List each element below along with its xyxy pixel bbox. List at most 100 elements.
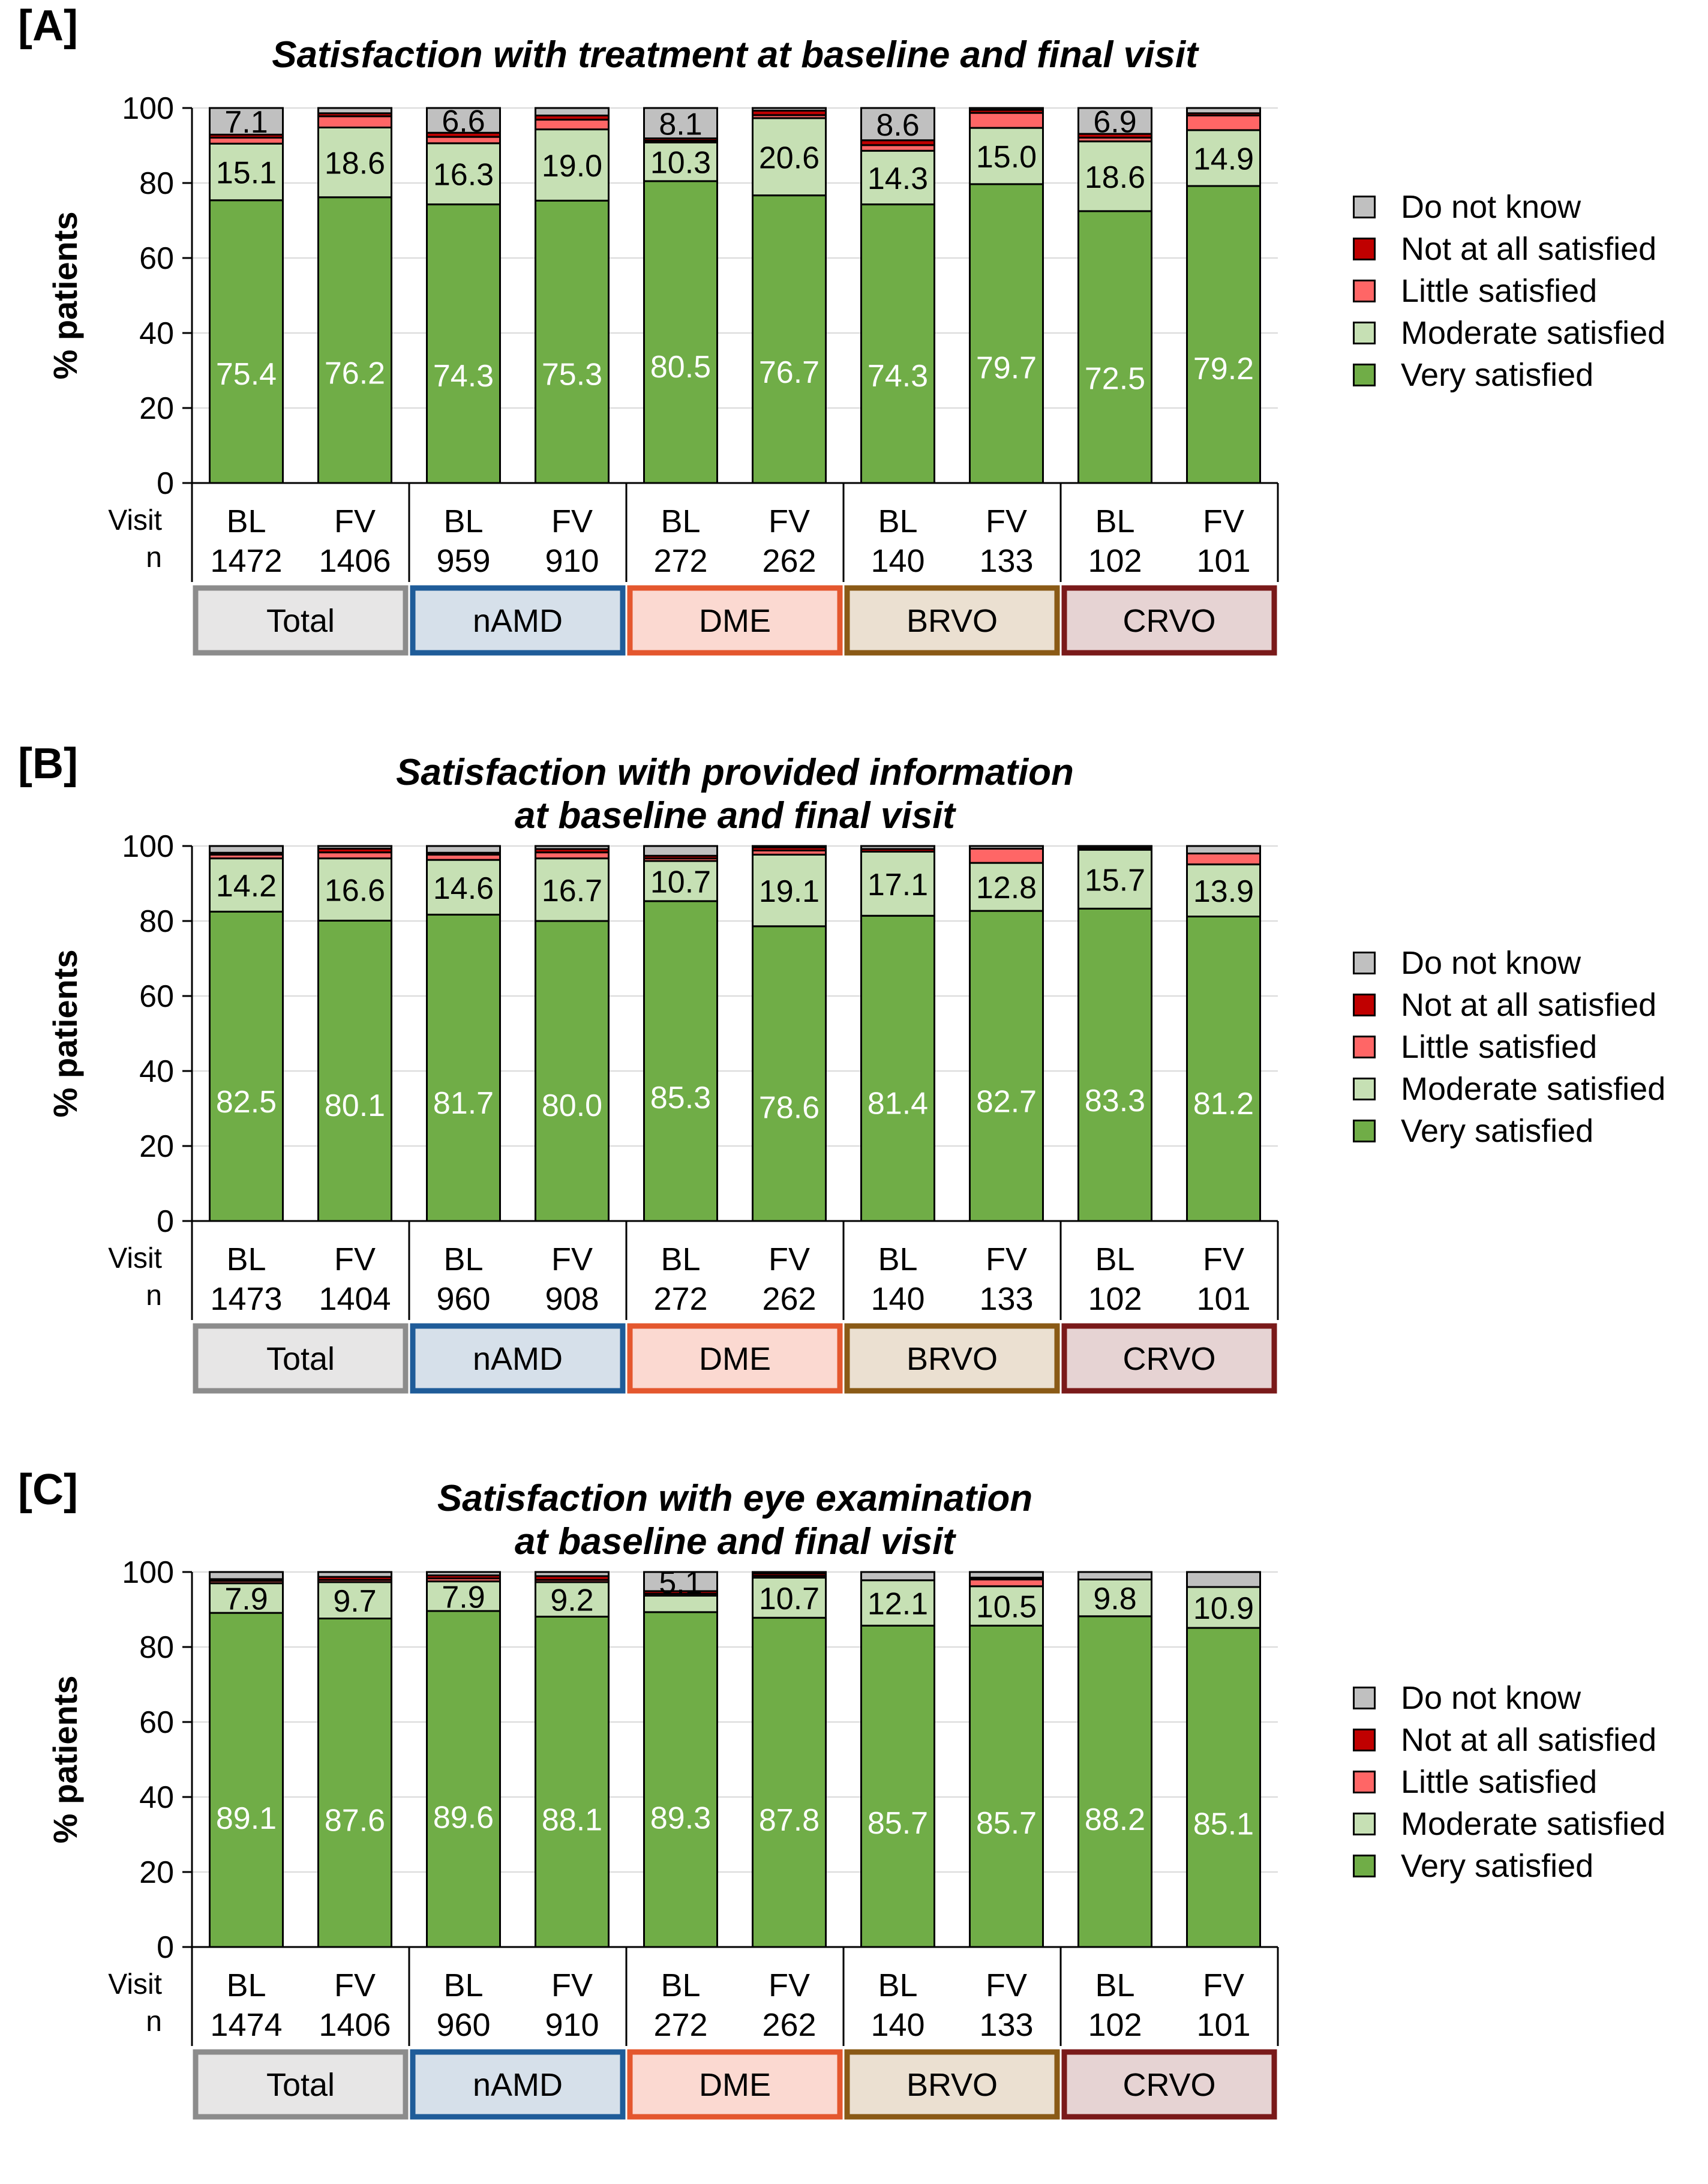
data-label: 10.7: [650, 865, 711, 899]
data-label: 10.7: [759, 1582, 820, 1616]
data-label: 75.4: [216, 357, 277, 392]
legend-item-do-not-know: Do not know: [1353, 186, 1665, 228]
bar-segment: [317, 857, 392, 922]
data-label: 81.4: [867, 1087, 928, 1121]
legend-item-little-satisfied: Little satisfied: [1353, 1026, 1665, 1068]
legend-swatch: [1353, 952, 1376, 974]
group-box: [410, 1323, 626, 1394]
group-box: [844, 1323, 1060, 1394]
n-label: 960: [436, 1281, 490, 1317]
n-label: 1474: [210, 2007, 282, 2043]
bar-segment: [1077, 140, 1152, 212]
data-label: 82.5: [216, 1085, 277, 1120]
data-label: 89.6: [433, 1801, 494, 1835]
bar-segment: [643, 107, 718, 140]
legend-swatch: [1353, 1078, 1376, 1100]
n-label: 1404: [319, 1281, 391, 1317]
legend: Do not know Not at all satisfied Little …: [1353, 186, 1665, 396]
legend-label: Do not know: [1401, 945, 1581, 981]
panel-label: [C]: [18, 1466, 78, 1514]
data-label: 80.1: [325, 1088, 385, 1123]
bar-segment: [1186, 129, 1261, 187]
bar-segment: [860, 1571, 935, 1582]
group-box: [844, 585, 1060, 656]
data-label: 17.1: [867, 868, 928, 902]
n-label: 133: [979, 543, 1033, 579]
visit-label: BL: [1095, 503, 1134, 539]
group-box: [1061, 585, 1277, 656]
n-row-label: n: [146, 2006, 162, 2038]
bar-segment: [535, 1571, 610, 1577]
legend: Do not know Not at all satisfied Little …: [1353, 942, 1665, 1152]
visit-label: BL: [226, 1967, 266, 2003]
legend-label: Moderate satisfied: [1401, 315, 1666, 351]
n-label: 262: [762, 2007, 816, 2043]
y-tick-label: 0: [157, 1930, 174, 1965]
bar-segment: [969, 1571, 1044, 1579]
data-label: 85.3: [650, 1081, 711, 1115]
y-tick-label: 100: [122, 829, 174, 864]
visit-label: FV: [986, 1241, 1027, 1277]
visit-label: BL: [661, 1967, 700, 2003]
data-label: 19.0: [542, 149, 602, 184]
bar-segment: [752, 1571, 827, 1574]
legend-item-very-satisfied: Very satisfied: [1353, 1110, 1665, 1152]
chart-title: Satisfaction with treatment at baseline …: [272, 34, 1199, 76]
group-label: CRVO: [1122, 1341, 1215, 1377]
bar-segment: [860, 845, 935, 850]
data-label: 88.1: [542, 1802, 602, 1837]
bar-segment: [535, 845, 610, 850]
visit-label: BL: [1095, 1967, 1134, 2003]
y-tick-label: 0: [157, 466, 174, 501]
bar-segment: [209, 910, 284, 1222]
legend-label: Not at all satisfied: [1401, 1722, 1657, 1758]
data-label: 76.7: [759, 355, 820, 390]
data-label: 79.2: [1193, 352, 1254, 386]
legend-item-little-satisfied: Little satisfied: [1353, 270, 1665, 312]
bar-segment: [317, 1581, 392, 1619]
bar-segment: [317, 115, 392, 128]
data-label: 75.3: [542, 357, 602, 392]
bar-segment: [643, 1571, 718, 1592]
panel-c: [C] Satisfaction with eye examination at …: [0, 1464, 1708, 2184]
n-label: 140: [870, 2007, 924, 2043]
visit-label: FV: [1203, 1241, 1244, 1277]
bar-segment: [209, 199, 284, 484]
bar-segment: [643, 1611, 718, 1948]
group-label: nAMD: [473, 603, 563, 639]
bar-segment: [1077, 848, 1152, 910]
bar-segment: [752, 1616, 827, 1948]
bar-segment: [969, 845, 1044, 850]
bar-segment: [426, 845, 501, 854]
y-tick-label: 80: [139, 166, 174, 201]
visit-label: BL: [1095, 1241, 1134, 1277]
visit-label: FV: [769, 503, 810, 539]
bar-segment: [535, 118, 610, 131]
legend-label: Not at all satisfied: [1401, 231, 1657, 267]
bar-segment: [1186, 1627, 1261, 1948]
legend-swatch: [1353, 196, 1376, 218]
y-tick-label: 100: [122, 1555, 174, 1590]
bar-segment: [317, 1571, 392, 1578]
legend-label: Moderate satisfied: [1401, 1806, 1666, 1842]
n-label: 101: [1196, 1281, 1250, 1317]
group-box: [193, 1323, 409, 1394]
y-tick-label: 40: [139, 1780, 174, 1815]
bar-segment: [535, 107, 610, 116]
bar-segment: [317, 196, 392, 484]
data-label: 6.6: [442, 104, 485, 139]
legend-swatch: [1353, 1036, 1376, 1058]
visit-label: FV: [986, 1967, 1027, 2003]
chart-title: Satisfaction with eye examination: [437, 1478, 1032, 1519]
legend-item-very-satisfied: Very satisfied: [1353, 354, 1665, 396]
visit-label: BL: [443, 503, 483, 539]
legend: Do not know Not at all satisfied Little …: [1353, 1677, 1665, 1887]
bar-segment: [752, 845, 827, 848]
visit-label: FV: [769, 1241, 810, 1277]
bar-segment: [860, 914, 935, 1222]
legend-swatch: [1353, 1120, 1376, 1142]
legend-label: Very satisfied: [1401, 1113, 1594, 1149]
legend-item-not-at-all-satisfied: Not at all satisfied: [1353, 1719, 1665, 1761]
data-label: 12.1: [867, 1587, 928, 1622]
data-label: 16.6: [325, 874, 385, 908]
